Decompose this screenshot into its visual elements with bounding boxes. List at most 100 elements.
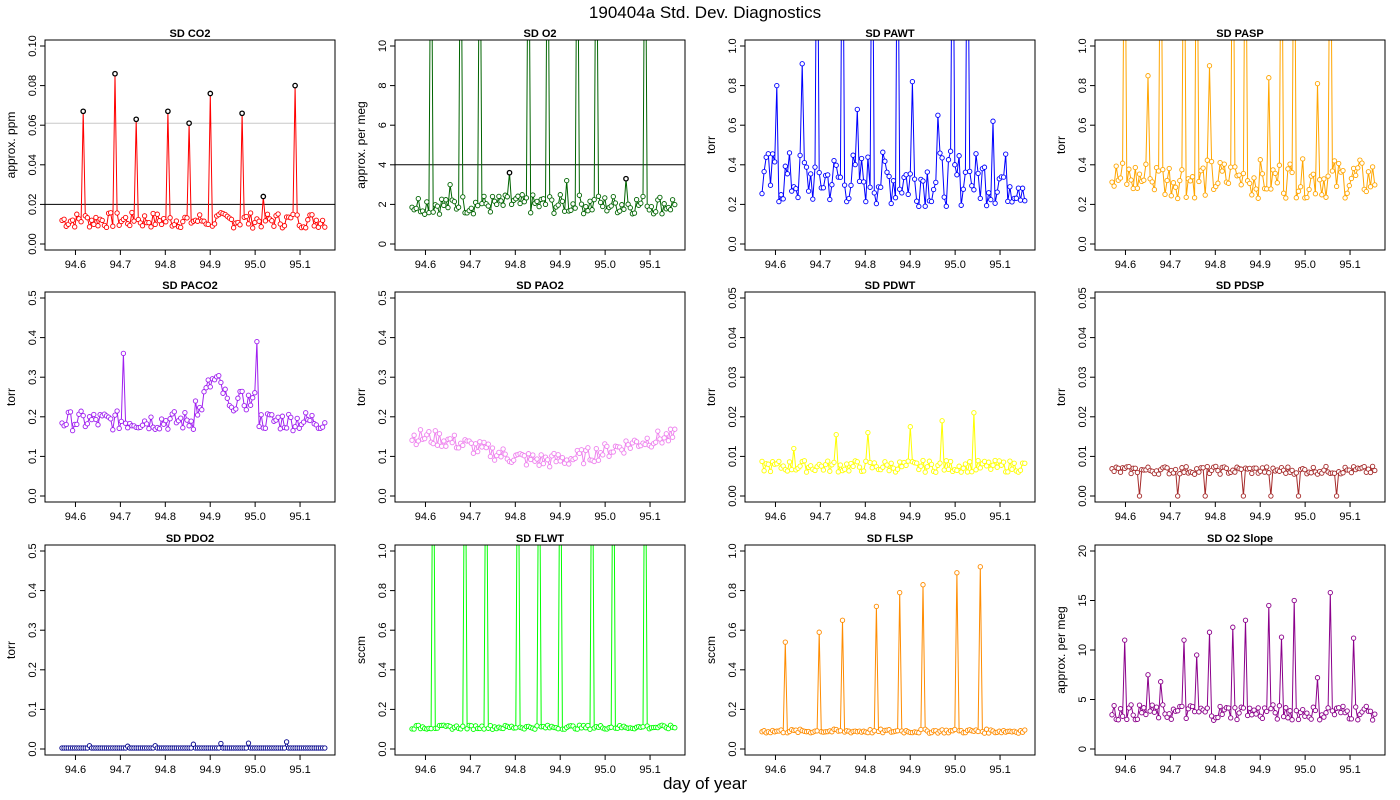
data-point: [631, 210, 638, 216]
data-point: [547, 464, 553, 470]
data-point: [481, 726, 487, 732]
x-tick-label: 94.8: [1205, 764, 1226, 776]
data-point: [1145, 672, 1151, 678]
data-point: [1264, 464, 1270, 470]
x-axis-title: day of year: [662, 774, 748, 793]
data-point: [1109, 712, 1115, 718]
data-point: [1264, 186, 1270, 192]
x-tick-label: 94.9: [900, 511, 921, 523]
y-axis-label: approx. ppm: [4, 112, 18, 179]
data-point: [907, 424, 913, 430]
y-tick-label: 1.0: [377, 543, 389, 558]
data-point: [1293, 470, 1299, 476]
data-point: [1149, 702, 1155, 708]
data-point: [415, 195, 421, 202]
x-tick-label: 94.9: [1250, 511, 1271, 523]
data-point: [1000, 174, 1007, 180]
data-point: [511, 457, 517, 463]
data-point: [426, 209, 432, 216]
y-tick-label: 0.0: [377, 488, 389, 503]
data-point: [1251, 175, 1257, 181]
data-point: [820, 467, 827, 473]
chart-panel-7: SD PDWT torr 0.00 0.01 0.02 0.03 0.04 0.05 94.6 9…: [704, 280, 1036, 523]
data-point: [920, 582, 926, 588]
x-tick-label: 94.9: [1250, 764, 1271, 776]
x-tick-label: 95.0: [594, 511, 615, 523]
data-point: [1278, 634, 1285, 640]
data-point: [1285, 715, 1291, 721]
data-point: [309, 212, 315, 218]
data-point: [489, 193, 496, 200]
data-point: [74, 421, 80, 428]
y-axis-label: approx. per meg: [354, 101, 368, 188]
data-point: [633, 196, 640, 203]
data-point: [897, 589, 903, 596]
x-tick-label: 94.7: [460, 259, 481, 271]
data-point: [981, 458, 988, 465]
data-point: [765, 151, 771, 157]
data-point: [1367, 708, 1374, 714]
y-tick-label: 6: [377, 122, 389, 128]
data-point: [633, 439, 640, 445]
data-point: [1122, 637, 1128, 643]
data-point: [1166, 165, 1172, 172]
data-point: [943, 458, 949, 464]
data-point: [264, 211, 271, 217]
data-point: [1295, 716, 1302, 723]
data-point: [1272, 170, 1278, 177]
data-point: [1145, 73, 1151, 79]
data-point: [1236, 710, 1242, 716]
data-point: [1310, 171, 1316, 177]
data-point: [996, 458, 1002, 464]
data-point: [1007, 458, 1013, 464]
data-point: [776, 198, 782, 205]
y-tick-label: 0.08: [27, 75, 39, 96]
data-point: [239, 110, 245, 117]
x-tick-label: 95.1: [989, 511, 1010, 523]
data-point: [184, 215, 190, 221]
data-point: [103, 224, 110, 231]
data-point: [960, 186, 966, 192]
data-point: [211, 221, 218, 227]
data-point: [990, 118, 996, 124]
data-point: [878, 184, 884, 190]
data-point: [1151, 709, 1158, 715]
data-point: [322, 224, 328, 230]
data-point: [1164, 177, 1170, 184]
data-point: [595, 457, 602, 463]
data-point: [426, 428, 432, 435]
data-point: [865, 429, 871, 436]
data-point: [409, 437, 415, 443]
data-point: [441, 202, 447, 209]
data-point: [1323, 463, 1329, 470]
data-point: [933, 469, 939, 475]
data-point: [194, 412, 201, 418]
data-point: [765, 461, 771, 467]
data-point: [1183, 194, 1189, 200]
data-point: [322, 420, 328, 426]
data-point: [1242, 617, 1249, 623]
data-point: [1232, 164, 1238, 170]
data-point: [1348, 469, 1355, 476]
data-point: [561, 208, 568, 214]
data-point: [621, 206, 627, 212]
data-point: [850, 463, 856, 470]
data-point: [772, 159, 778, 165]
data-point: [1009, 466, 1015, 472]
data-point: [303, 225, 309, 231]
data-point: [825, 172, 831, 178]
data-point: [165, 108, 171, 115]
data-point: [930, 186, 937, 193]
data-point: [854, 106, 860, 113]
data-point: [661, 201, 667, 207]
data-point: [120, 350, 127, 357]
data-point: [831, 459, 837, 466]
data-point: [1240, 705, 1247, 711]
data-point: [825, 458, 831, 464]
data-point: [954, 570, 960, 576]
data-point: [551, 450, 557, 457]
data-point: [559, 198, 566, 204]
data-point: [1367, 184, 1374, 190]
data-point: [1113, 163, 1119, 169]
data-point: [947, 148, 954, 154]
